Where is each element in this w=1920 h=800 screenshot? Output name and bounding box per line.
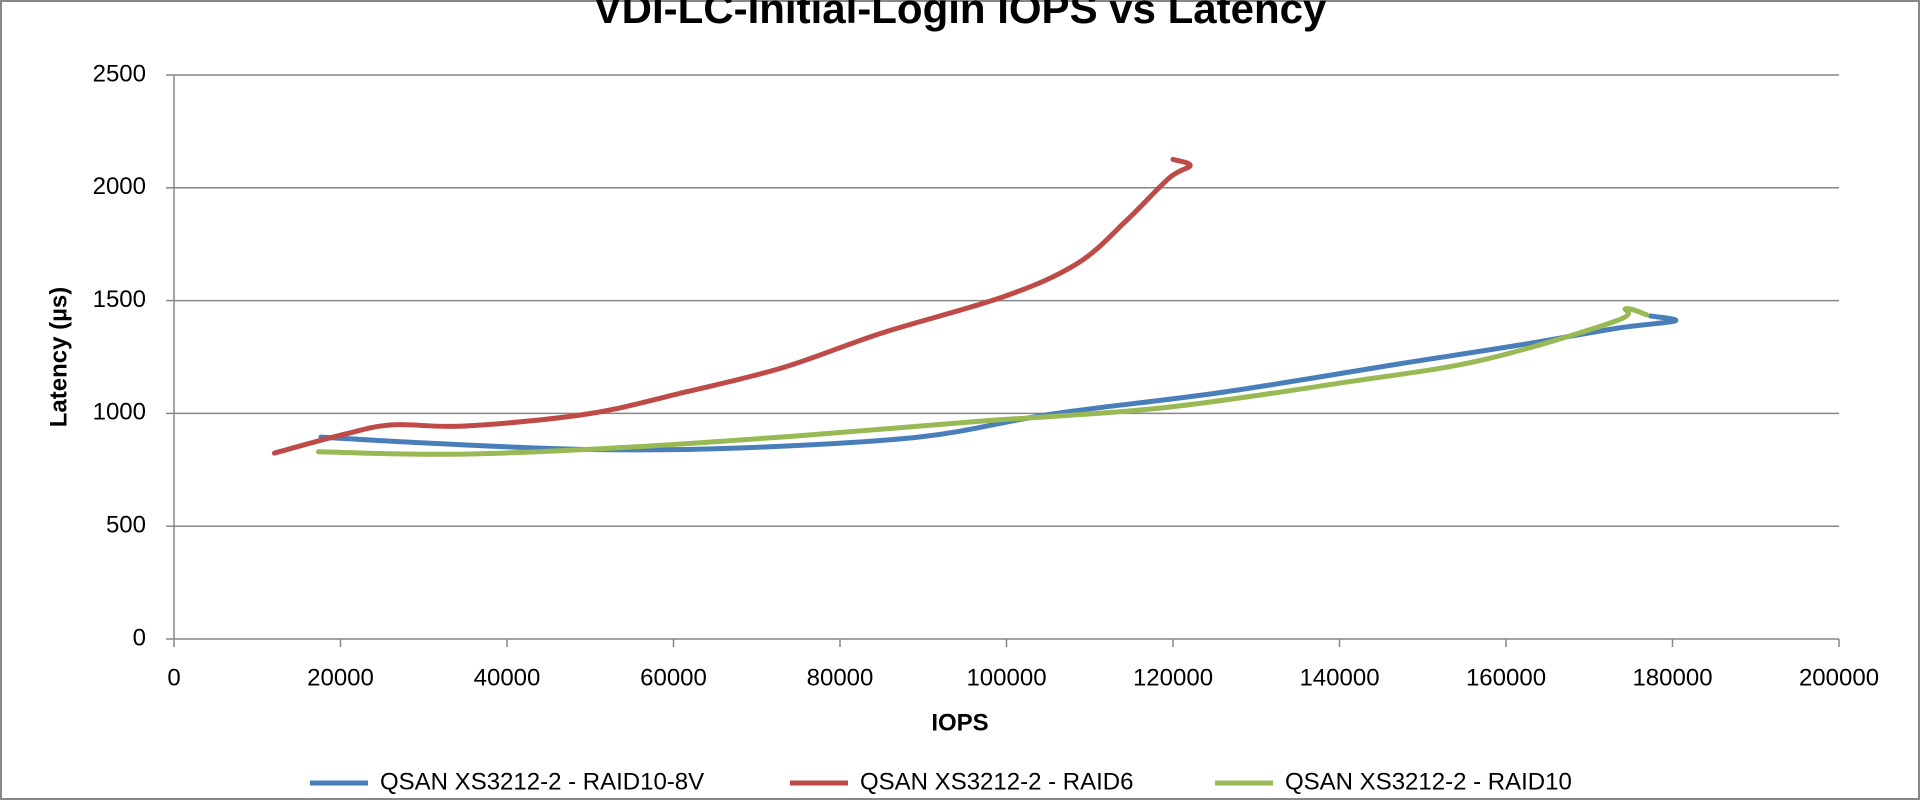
chart-title: VDI-LC-Initial-Login IOPS vs Latency	[594, 0, 1327, 32]
x-tick-label: 160000	[1466, 664, 1546, 691]
legend-label: QSAN XS3212-2 - RAID6	[860, 768, 1133, 795]
x-tick-label: 20000	[307, 664, 374, 691]
legend-label: QSAN XS3212-2 - RAID10	[1285, 768, 1572, 795]
legend-label: QSAN XS3212-2 - RAID10-8V	[380, 768, 704, 795]
x-tick-label: 100000	[966, 664, 1046, 691]
x-tick-label: 0	[167, 664, 180, 691]
x-tick-label: 40000	[474, 664, 541, 691]
x-tick-label: 60000	[640, 664, 707, 691]
x-tick-label: 140000	[1299, 664, 1379, 691]
x-tick-label: 180000	[1632, 664, 1712, 691]
x-tick-label: 120000	[1133, 664, 1213, 691]
series-line	[315, 306, 1650, 457]
y-tick-label: 1000	[93, 399, 146, 426]
y-tick-label: 0	[133, 624, 146, 651]
y-axis-label: Latency (µs)	[45, 287, 72, 428]
x-tick-label: 200000	[1799, 664, 1879, 691]
y-tick-label: 500	[106, 512, 146, 539]
y-tick-label: 1500	[93, 286, 146, 313]
series-line	[271, 156, 1193, 456]
x-tick-label: 80000	[807, 664, 874, 691]
y-tick-label: 2000	[93, 173, 146, 200]
x-axis-label: IOPS	[931, 709, 988, 736]
y-tick-label: 2500	[93, 60, 146, 87]
